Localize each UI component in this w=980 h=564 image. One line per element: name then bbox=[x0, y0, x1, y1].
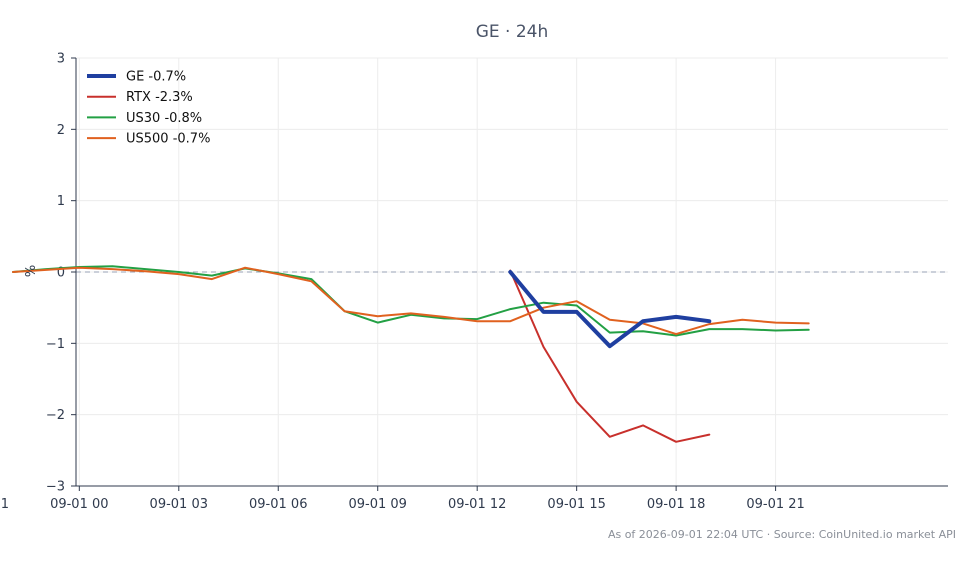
x-tick-label: 09-01 03 bbox=[150, 497, 208, 512]
y-tick-label: 3 bbox=[57, 52, 65, 67]
x-tick-label: 09-01 00 bbox=[50, 497, 108, 512]
y-axis-label: % bbox=[24, 265, 39, 277]
y-tick-label: 2 bbox=[57, 123, 65, 138]
series-line-us500 bbox=[12, 266, 810, 336]
x-tick-label: 09-01 09 bbox=[348, 497, 406, 512]
x-tick-label: 08-31 21 bbox=[0, 497, 9, 512]
y-tick-label: −3 bbox=[46, 480, 65, 495]
x-tick-label: 09-01 18 bbox=[647, 497, 705, 512]
legend-label: RTX -2.3% bbox=[126, 90, 193, 105]
source-footer: As of 2026-09-01 22:04 UTC · Source: Coi… bbox=[608, 528, 956, 541]
series-line-rtx bbox=[509, 269, 711, 443]
y-tick-label: −1 bbox=[46, 337, 65, 352]
legend-label: GE -0.7% bbox=[126, 70, 186, 85]
legend-label: US30 -0.8% bbox=[126, 111, 202, 126]
chart-title: GE · 24h bbox=[476, 22, 549, 42]
x-tick-label: 09-01 21 bbox=[746, 497, 804, 512]
y-tick-label: 0 bbox=[57, 266, 65, 281]
x-tick-label: 09-01 15 bbox=[547, 497, 605, 512]
legend-label: US500 -0.7% bbox=[126, 132, 210, 147]
x-tick-label: 09-01 12 bbox=[448, 497, 506, 512]
x-tick-label: 09-01 06 bbox=[249, 497, 307, 512]
series-line-ge bbox=[508, 270, 712, 349]
y-tick-label: −2 bbox=[46, 408, 65, 423]
series-lines bbox=[12, 265, 810, 443]
legend: GE -0.7% RTX -2.3% US30 -0.8% US500 -0.7% bbox=[87, 70, 210, 147]
series-line-us30 bbox=[12, 265, 810, 337]
y-tick-label: 1 bbox=[57, 194, 65, 209]
axes: 08-31 21 09-01 00 09-01 03 09-01 06 09-01 09… bbox=[0, 52, 948, 512]
